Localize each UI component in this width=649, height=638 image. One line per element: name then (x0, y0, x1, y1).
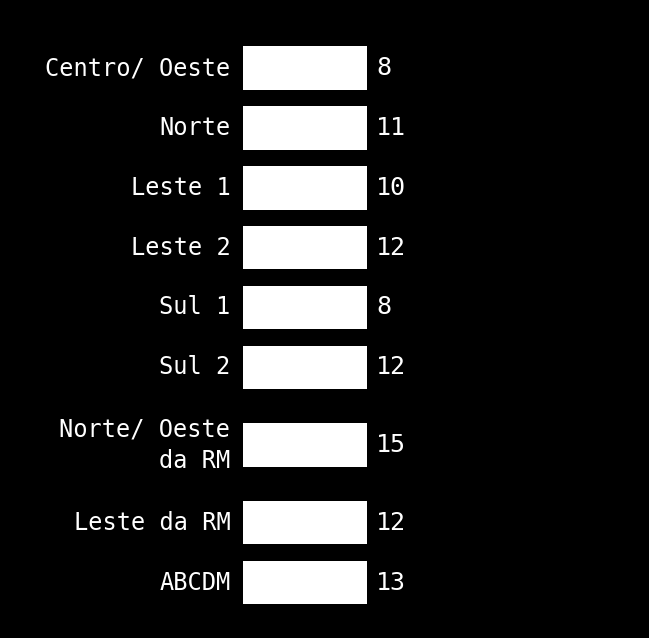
Text: Leste da RM: Leste da RM (73, 511, 230, 535)
Text: Leste 1: Leste 1 (130, 176, 230, 200)
Text: 8: 8 (376, 295, 391, 320)
Text: 10: 10 (376, 176, 406, 200)
Text: Centro/ Oeste: Centro/ Oeste (45, 56, 230, 80)
Text: da RM: da RM (159, 449, 230, 473)
Text: ABCDM: ABCDM (159, 570, 230, 595)
FancyBboxPatch shape (243, 346, 367, 389)
Text: Norte/ Oeste: Norte/ Oeste (60, 417, 230, 441)
Text: 12: 12 (376, 235, 406, 260)
FancyBboxPatch shape (243, 107, 367, 150)
Text: Norte: Norte (159, 116, 230, 140)
Text: 11: 11 (376, 116, 406, 140)
FancyBboxPatch shape (243, 47, 367, 90)
Text: Sul 1: Sul 1 (159, 295, 230, 320)
Text: Leste 2: Leste 2 (130, 235, 230, 260)
FancyBboxPatch shape (243, 561, 367, 604)
Text: 12: 12 (376, 355, 406, 379)
FancyBboxPatch shape (243, 286, 367, 329)
Text: 15: 15 (376, 433, 406, 457)
Text: 12: 12 (376, 511, 406, 535)
Text: Sul 2: Sul 2 (159, 355, 230, 379)
Text: 13: 13 (376, 570, 406, 595)
Text: 8: 8 (376, 56, 391, 80)
FancyBboxPatch shape (243, 166, 367, 209)
FancyBboxPatch shape (243, 226, 367, 269)
FancyBboxPatch shape (243, 501, 367, 544)
FancyBboxPatch shape (243, 424, 367, 467)
